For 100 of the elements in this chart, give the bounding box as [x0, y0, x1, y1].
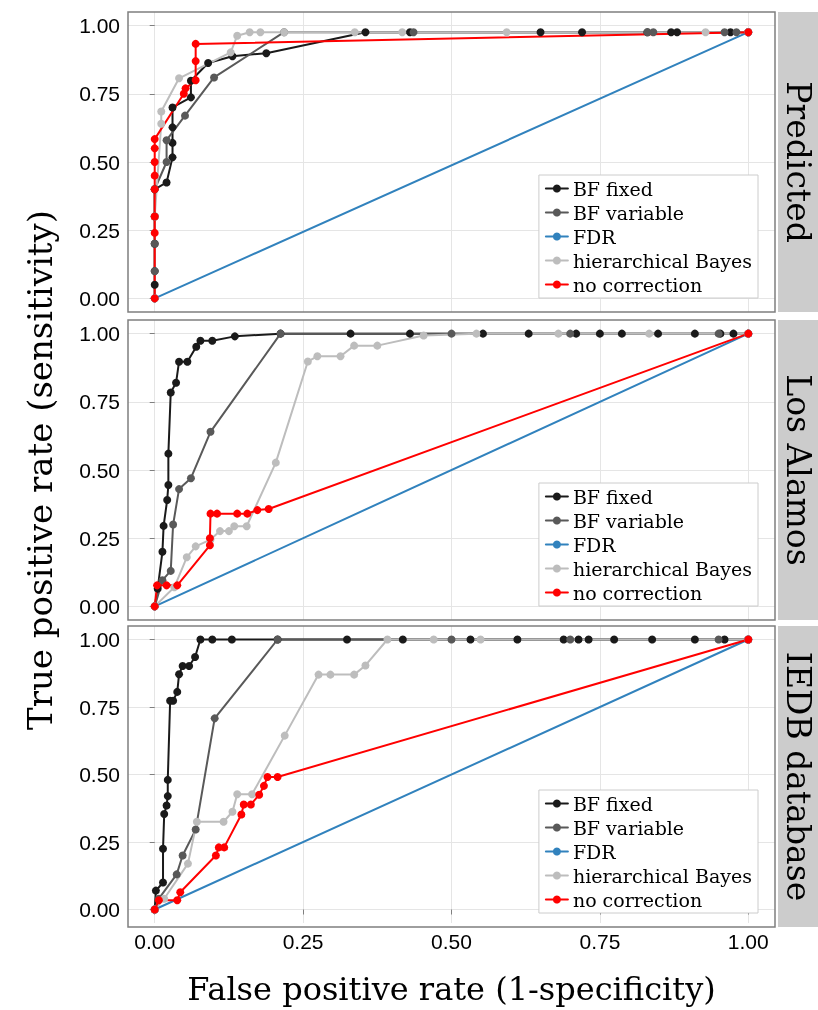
- point: [230, 522, 239, 531]
- point: [578, 28, 587, 37]
- legend-label: BF fixed: [572, 485, 653, 508]
- point: [226, 48, 235, 57]
- legend-label: FDR: [572, 840, 617, 863]
- point: [350, 670, 359, 679]
- y-tick-label: 0.75: [79, 82, 120, 106]
- legend-label: BF variable: [572, 201, 685, 224]
- point: [224, 527, 233, 536]
- point: [536, 28, 545, 37]
- point: [409, 28, 418, 37]
- point: [271, 458, 280, 467]
- point: [673, 28, 682, 37]
- legend-label: BF fixed: [572, 792, 653, 815]
- y-tick-label: 0.50: [79, 458, 120, 482]
- point: [168, 138, 177, 147]
- point: [192, 817, 201, 826]
- point: [273, 772, 282, 781]
- point: [162, 158, 171, 166]
- point: [242, 522, 251, 531]
- legend-label: hierarchical Bayes: [572, 864, 752, 887]
- point: [151, 886, 160, 895]
- point: [654, 329, 663, 338]
- point: [720, 28, 729, 37]
- point: [472, 329, 481, 338]
- point: [264, 505, 273, 513]
- point: [205, 541, 214, 550]
- point: [172, 378, 181, 387]
- point: [233, 509, 242, 518]
- point: [383, 635, 392, 644]
- point: [191, 57, 200, 66]
- legend-label: BF variable: [572, 509, 685, 532]
- y-tick-label: 1.00: [79, 14, 120, 38]
- point: [162, 581, 171, 590]
- point: [191, 653, 200, 662]
- point: [163, 792, 172, 801]
- point: [208, 336, 217, 345]
- point: [303, 357, 312, 366]
- point: [256, 28, 265, 37]
- point: [169, 520, 178, 529]
- point: [162, 136, 171, 145]
- point: [336, 352, 345, 361]
- point: [158, 547, 167, 556]
- point: [690, 635, 699, 644]
- y-tick-label: 0.50: [79, 763, 120, 786]
- point: [648, 635, 657, 644]
- point: [172, 870, 181, 879]
- point: [248, 790, 257, 799]
- point: [191, 76, 200, 85]
- point: [166, 388, 175, 397]
- x-tick-label: 1.00: [727, 930, 769, 953]
- text: IEDB database: [778, 651, 818, 902]
- point: [192, 342, 201, 351]
- point: [150, 135, 159, 144]
- point: [213, 509, 222, 518]
- y-tick-label: 0.75: [79, 390, 120, 414]
- point: [159, 878, 168, 887]
- y-tick-label: 0.75: [79, 695, 120, 719]
- point: [181, 84, 190, 93]
- point: [326, 670, 335, 679]
- point: [649, 28, 658, 37]
- point: [243, 509, 252, 518]
- point: [160, 809, 169, 818]
- point: [617, 329, 626, 338]
- point: [466, 635, 475, 644]
- point: [180, 111, 189, 120]
- point: [164, 481, 173, 489]
- point: [210, 714, 219, 723]
- point: [173, 896, 182, 905]
- point: [186, 474, 195, 483]
- point: [237, 810, 246, 819]
- point: [211, 851, 220, 860]
- legend-label: hierarchical Bayes: [572, 249, 752, 272]
- point: [191, 39, 200, 48]
- point: [645, 329, 654, 338]
- legend-label: BF variable: [572, 816, 685, 839]
- point: [196, 336, 205, 345]
- text: Predicted: [778, 81, 818, 243]
- point: [476, 635, 485, 644]
- y-tick-label: 1.00: [79, 322, 120, 346]
- point: [168, 123, 177, 132]
- y-tick-label: 0.00: [79, 898, 120, 921]
- point: [191, 825, 200, 834]
- point: [182, 553, 191, 562]
- point: [502, 28, 511, 37]
- point: [159, 521, 168, 530]
- point: [701, 28, 710, 37]
- point: [246, 800, 255, 809]
- point: [159, 844, 168, 853]
- x-tick-label: 0.50: [431, 930, 472, 953]
- point: [183, 859, 192, 868]
- x-tick-label: 0.75: [579, 930, 621, 953]
- point: [566, 329, 575, 338]
- point: [313, 352, 322, 361]
- x-axis-title: False positive rate (1-specificity): [187, 970, 716, 1008]
- legend-label: no correction: [572, 888, 703, 911]
- point: [176, 888, 185, 897]
- point: [185, 661, 194, 670]
- x-tick-label: 0.00: [134, 930, 176, 953]
- point: [361, 28, 370, 37]
